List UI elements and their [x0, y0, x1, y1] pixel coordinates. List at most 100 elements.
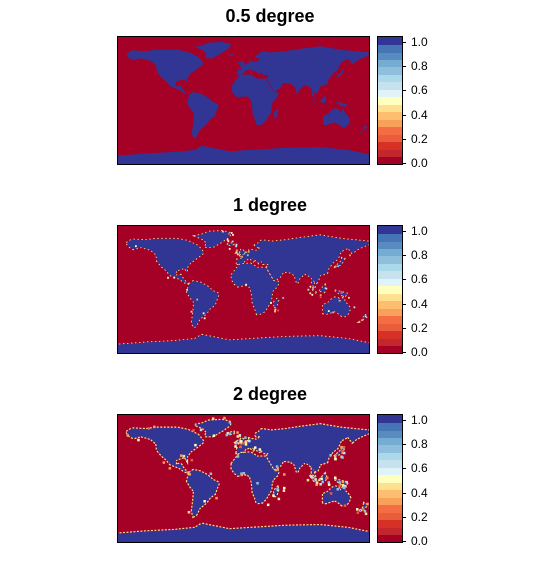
- colorbar-swatch: [378, 316, 402, 324]
- colorbar-swatch: [378, 44, 402, 52]
- colorbar-tick: [402, 163, 406, 164]
- mixed-fraction-cell: [245, 284, 247, 286]
- colorbar-swatch: [378, 527, 402, 535]
- mixed-fraction-cell: [329, 454, 332, 457]
- mixed-fraction-cell: [312, 287, 314, 289]
- mixed-fraction-cell: [341, 292, 343, 294]
- mixed-fraction-cell: [320, 294, 322, 296]
- mixed-fraction-cell: [276, 488, 279, 491]
- mixed-fraction-cell: [241, 256, 243, 258]
- colorbar-swatch: [378, 415, 402, 423]
- mixed-fraction-cell: [186, 289, 188, 291]
- mixed-fraction-cell: [183, 455, 186, 458]
- colorbar-tick-label: 0.6: [411, 273, 428, 285]
- mixed-fraction-cell: [240, 446, 243, 449]
- mixed-fraction-cell: [357, 511, 360, 514]
- colorbar-swatch: [378, 497, 402, 505]
- colorbar-swatch: [378, 422, 402, 430]
- mixed-fraction-cell: [277, 310, 279, 312]
- colorbar-tick: [402, 231, 406, 232]
- mixed-fraction-cell: [339, 481, 342, 484]
- mixed-fraction-cell: [236, 244, 238, 246]
- heatmap-plot: [117, 36, 370, 165]
- mixed-fraction-cell: [328, 483, 331, 486]
- mixed-fraction-cell: [135, 245, 137, 247]
- map-svg: [118, 226, 369, 353]
- colorbar-swatch: [378, 445, 402, 453]
- mixed-fraction-cell: [309, 292, 311, 294]
- mixed-fraction-cell: [241, 474, 244, 477]
- mixed-fraction-cell: [332, 312, 334, 314]
- colorbar-swatch: [378, 263, 402, 271]
- mixed-fraction-cell: [308, 289, 310, 291]
- mixed-fraction-cell: [204, 317, 206, 319]
- mixed-fraction-cell: [319, 483, 322, 486]
- mixed-fraction-cell: [203, 500, 206, 503]
- colorbar-tick-label: 0.8: [411, 249, 428, 261]
- mixed-fraction-cell: [275, 469, 278, 472]
- mixed-fraction-cell: [192, 429, 195, 432]
- colorbar-tick-label: 0.4: [411, 109, 428, 121]
- mixed-fraction-cell: [231, 232, 233, 234]
- mixed-fraction-cell: [236, 250, 238, 252]
- colorbar-tick-label: 1.0: [411, 36, 428, 48]
- mixed-fraction-cell: [239, 434, 242, 437]
- mixed-fraction-cell: [278, 498, 281, 501]
- colorbar-swatch: [378, 104, 402, 112]
- colorbar-swatch: [378, 37, 402, 45]
- colorbar-swatch: [378, 490, 402, 498]
- colorbar-swatch: [378, 248, 402, 256]
- mixed-fraction-cell: [283, 487, 286, 490]
- colorbar-swatch: [378, 226, 402, 234]
- colorbar-swatch: [378, 89, 402, 97]
- mixed-fraction-cell: [210, 473, 213, 476]
- mixed-fraction-cell: [215, 497, 218, 500]
- mixed-fraction-cell: [356, 508, 359, 511]
- colorbar-tick: [402, 444, 406, 445]
- colorbar-swatch: [378, 278, 402, 286]
- colorbar-swatch: [378, 338, 402, 346]
- colorbar-tick-label: 0.6: [411, 84, 428, 96]
- colorbar-swatch: [378, 512, 402, 520]
- mixed-fraction-cell: [282, 297, 284, 299]
- mixed-fraction-cell: [229, 433, 232, 436]
- colorbar-tick: [402, 139, 406, 140]
- mixed-fraction-cell: [310, 476, 313, 479]
- colorbar-tick: [402, 468, 406, 469]
- mixed-fraction-cell: [189, 473, 192, 476]
- mixed-fraction-cell: [245, 441, 248, 444]
- colorbar-tick: [402, 517, 406, 518]
- colorbar-swatch: [378, 346, 402, 354]
- mixed-fraction-cell: [256, 482, 259, 485]
- mixed-fraction-cell: [248, 251, 250, 253]
- mixed-fraction-cell: [203, 312, 205, 314]
- colorbar-swatch: [378, 308, 402, 316]
- mixed-fraction-cell: [180, 454, 183, 457]
- map-svg: [118, 37, 369, 164]
- mixed-fraction-cell: [236, 431, 239, 434]
- mixed-fraction-cell: [236, 251, 238, 253]
- mixed-fraction-cell: [227, 239, 229, 241]
- mixed-fraction-cell: [339, 300, 341, 302]
- mixed-fraction-cell: [365, 513, 368, 516]
- colorbar-swatch: [378, 467, 402, 475]
- mixed-fraction-cell: [346, 481, 349, 484]
- mixed-fraction-cell: [320, 296, 322, 298]
- colorbar-swatch: [378, 271, 402, 279]
- mixed-fraction-cell: [283, 490, 286, 493]
- colorbar-swatch: [378, 112, 402, 120]
- colorbar-swatch: [378, 127, 402, 135]
- heatmap-plot: [117, 414, 370, 543]
- colorbar-swatch: [378, 97, 402, 105]
- map-svg: [118, 415, 369, 542]
- colorbar-swatch: [378, 437, 402, 445]
- colorbar-swatch: [378, 505, 402, 513]
- colorbar-tick: [402, 420, 406, 421]
- mixed-fraction-cell: [274, 309, 276, 311]
- colorbar-tick: [402, 115, 406, 116]
- mixed-fraction-cell: [247, 254, 249, 256]
- mixed-fraction-cell: [228, 233, 230, 235]
- colorbar-tick-label: 0.0: [411, 535, 428, 547]
- mixed-fraction-cell: [283, 473, 286, 476]
